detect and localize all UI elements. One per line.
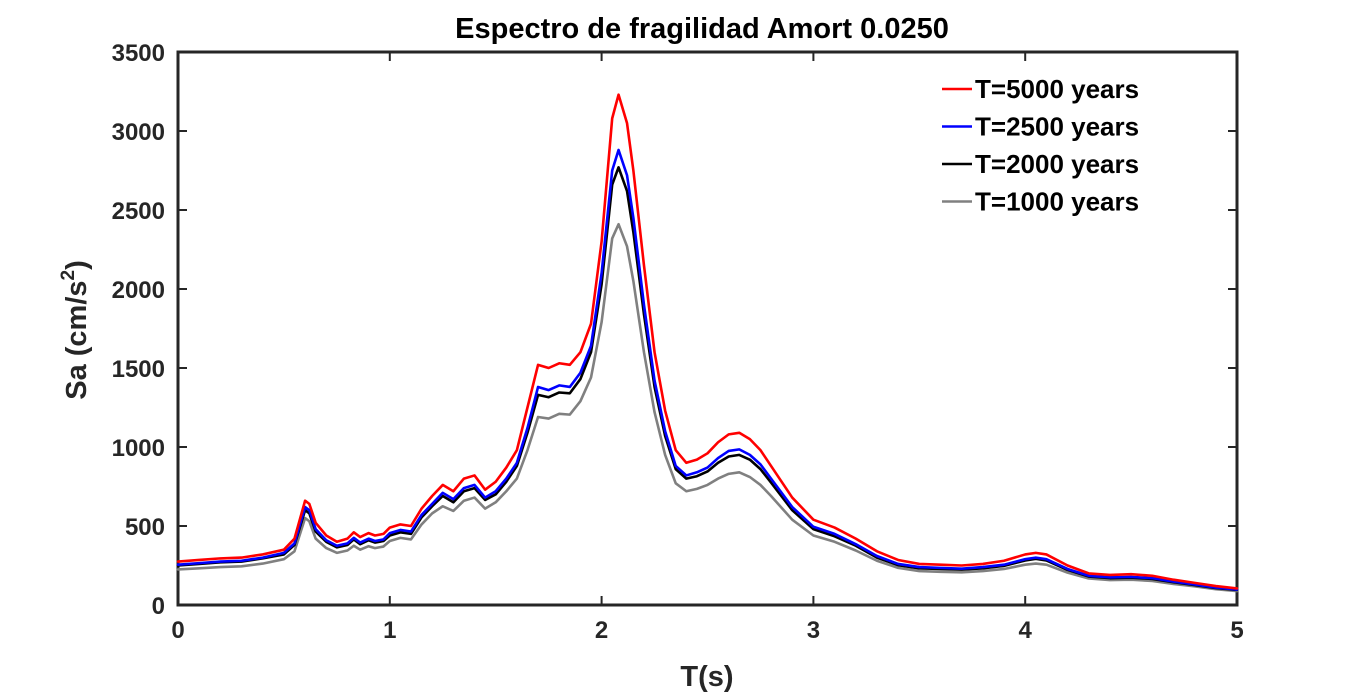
- y-tick-label: 2000: [112, 277, 165, 304]
- y-axis-label-superscript: 2: [58, 270, 79, 281]
- y-axis-label-close: ): [61, 260, 93, 270]
- y-tick-label: 2500: [112, 198, 165, 225]
- y-tick-label: 1000: [112, 435, 165, 462]
- y-tick-label: 500: [125, 514, 165, 541]
- y-tick-label: 1500: [112, 356, 165, 383]
- plot-frame: [176, 50, 1239, 607]
- x-tick-label: 3: [807, 617, 820, 644]
- series-line-3: [176, 222, 1239, 593]
- y-tick-label: 3500: [112, 40, 165, 67]
- legend-entry-label: T=2500 years: [975, 112, 1139, 142]
- chart-title: Espectro de fragilidad Amort 0.0250: [455, 13, 949, 45]
- y-axis-label: Sa (cm/s2): [58, 260, 93, 400]
- x-tick-label: 1: [383, 617, 396, 644]
- y-tick-label: 3000: [112, 119, 165, 146]
- series-layer: [176, 93, 1239, 593]
- x-axis-label: T(s): [680, 661, 733, 692]
- x-tick-label: 0: [171, 617, 184, 644]
- legend-entry-label: T=1000 years: [975, 187, 1139, 217]
- y-axis-label-main: Sa (cm/s: [61, 280, 93, 399]
- series-line-1: [176, 148, 1239, 591]
- y-tick-label: 0: [152, 593, 165, 620]
- legend-entry-label: T=2000 years: [975, 149, 1139, 179]
- svg-text:Sa (cm/s2): Sa (cm/s2): [58, 260, 93, 400]
- x-tick-label: 5: [1230, 617, 1243, 644]
- legend-entry-label: T=5000 years: [975, 74, 1139, 104]
- legend: T=5000 years T=2500 years T=2000 years T=10…: [942, 74, 1139, 217]
- x-tick-label: 4: [1019, 617, 1033, 644]
- x-tick-label: 2: [595, 617, 608, 644]
- axis-ticks: 0 1 2 3 4 5 0 500 1000 1500 2000 2500 3000 3500: [112, 40, 1244, 644]
- plot-area: 0 1 2 3 4 5 0 500 1000 1500 2000 2500 3000 3500: [112, 40, 1244, 644]
- series-line-0: [176, 93, 1239, 590]
